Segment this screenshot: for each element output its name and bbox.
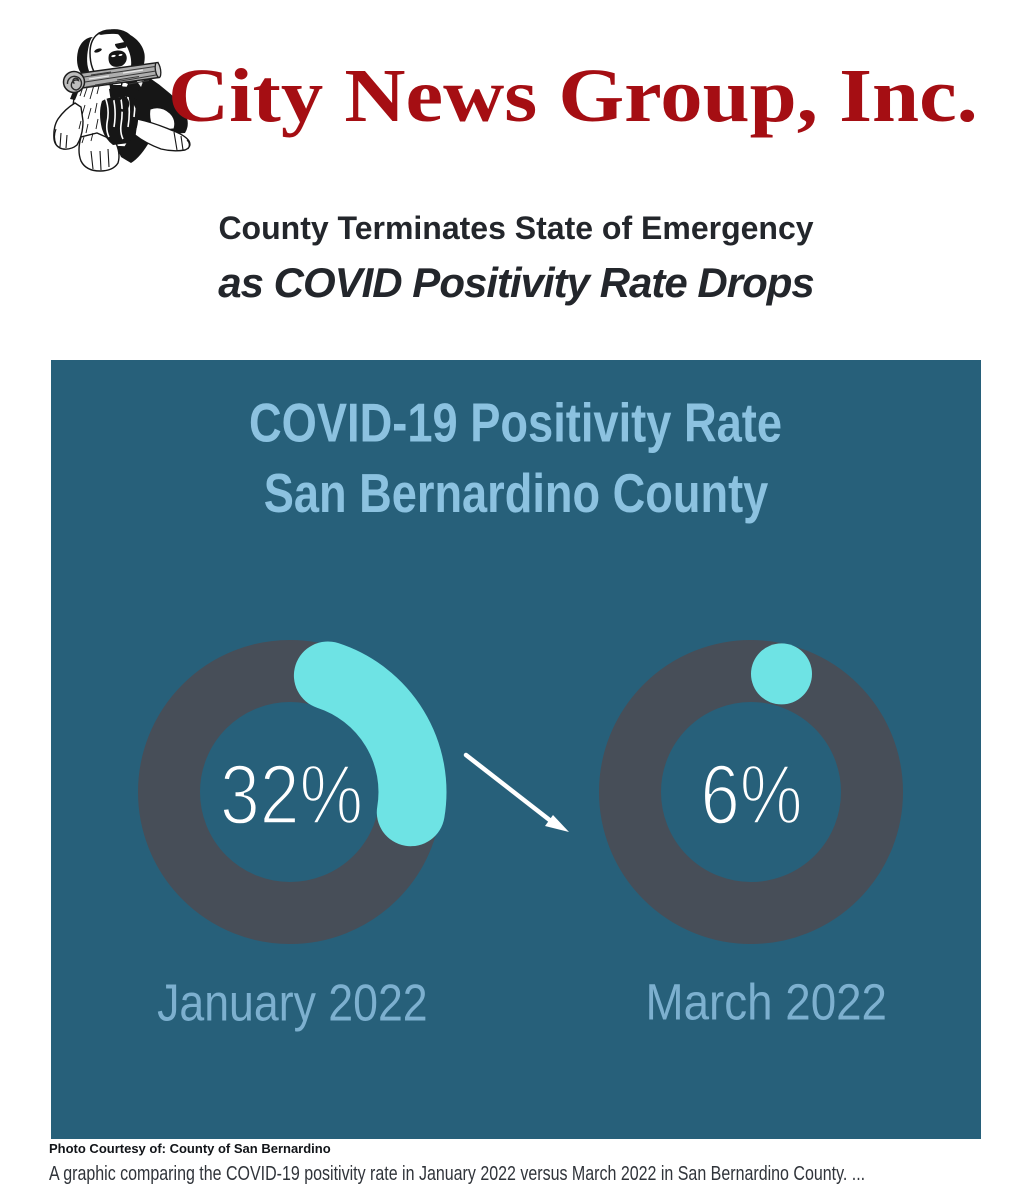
svg-text:COVID-19 Positivity Rate: COVID-19 Positivity Rate <box>249 392 782 454</box>
svg-text:6%: 6% <box>701 748 803 842</box>
svg-text:March 2022: March 2022 <box>646 974 888 1031</box>
svg-text:32%: 32% <box>220 748 363 842</box>
svg-text:January 2022: January 2022 <box>157 975 428 1033</box>
svg-text:San Bernardino County: San Bernardino County <box>264 462 769 524</box>
